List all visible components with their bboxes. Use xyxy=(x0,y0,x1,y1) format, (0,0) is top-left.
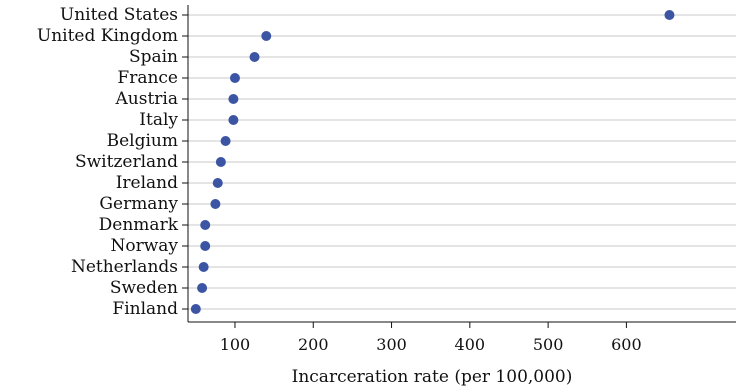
data-point xyxy=(228,115,239,125)
category-label: Sweden xyxy=(110,278,178,298)
x-tick-labels: 100 200 300 400 500 600 xyxy=(220,335,642,354)
data-points xyxy=(190,10,675,314)
category-label: Italy xyxy=(139,110,178,130)
data-point xyxy=(249,52,260,62)
x-tick-label: 600 xyxy=(611,335,642,354)
category-label: United Kingdom xyxy=(37,26,178,46)
x-tick-label: 100 xyxy=(220,335,251,354)
data-point xyxy=(212,178,223,188)
category-label: Belgium xyxy=(107,131,178,151)
data-point xyxy=(198,262,209,272)
data-point xyxy=(190,304,201,314)
x-tick-label: 200 xyxy=(298,335,329,354)
data-point xyxy=(220,136,231,146)
data-point xyxy=(664,10,675,20)
x-tick-label: 500 xyxy=(533,335,564,354)
category-label: France xyxy=(117,68,178,88)
data-point xyxy=(229,73,240,83)
axes xyxy=(182,5,736,328)
category-label: Ireland xyxy=(116,173,178,193)
category-label: Denmark xyxy=(99,215,179,235)
category-label: Germany xyxy=(99,194,178,214)
x-tick-label: 400 xyxy=(455,335,486,354)
data-point xyxy=(228,94,239,104)
category-label: Norway xyxy=(110,236,178,256)
category-label: Finland xyxy=(112,299,178,319)
data-point xyxy=(261,31,272,41)
data-point xyxy=(215,157,226,167)
data-point xyxy=(200,241,211,251)
gridlines xyxy=(188,14,736,310)
x-tick-label: 300 xyxy=(376,335,407,354)
category-label: Austria xyxy=(115,89,178,109)
x-axis-title: Incarceration rate (per 100,000) xyxy=(292,367,573,387)
category-label: Spain xyxy=(129,47,178,67)
category-label: Switzerland xyxy=(75,152,178,172)
category-label: United States xyxy=(60,5,178,25)
data-point xyxy=(197,283,208,293)
data-point xyxy=(210,199,221,209)
category-label: Netherlands xyxy=(71,257,178,277)
data-point xyxy=(200,220,211,230)
